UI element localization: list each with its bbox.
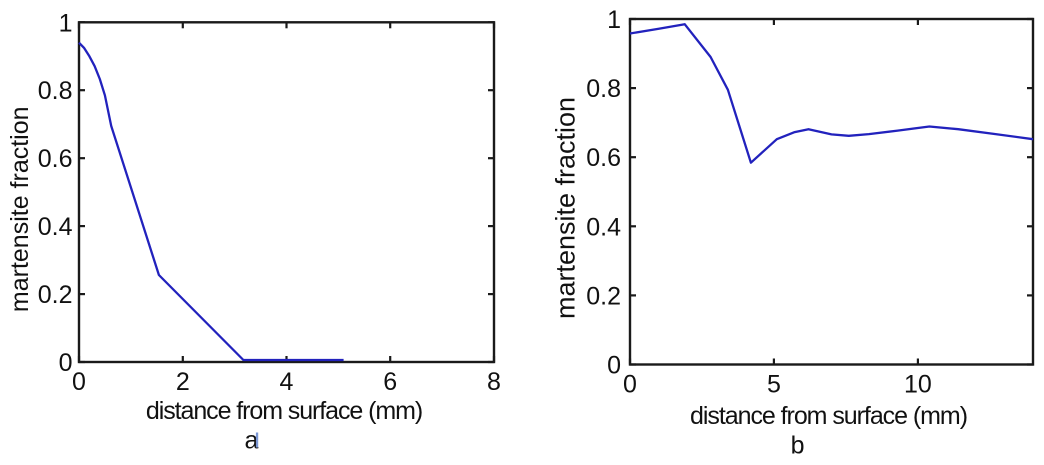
svg-text:b: b [791, 432, 805, 460]
svg-text:0: 0 [72, 368, 86, 396]
svg-text:0: 0 [607, 352, 621, 380]
svg-text:0.8: 0.8 [586, 75, 621, 103]
svg-text:0: 0 [623, 370, 637, 398]
svg-text:a: a [244, 427, 258, 455]
svg-text:8: 8 [487, 368, 501, 396]
svg-text:0.4: 0.4 [38, 213, 73, 241]
svg-text:0: 0 [59, 349, 73, 377]
svg-text:0.6: 0.6 [38, 145, 73, 173]
svg-text:0.2: 0.2 [586, 282, 621, 310]
svg-text:1: 1 [59, 9, 73, 37]
svg-text:1: 1 [607, 6, 621, 34]
svg-text:6: 6 [383, 368, 397, 396]
svg-text:martensite fraction: martensite fraction [6, 106, 34, 312]
svg-text:2: 2 [176, 368, 190, 396]
svg-text:distance from surface (mm): distance from surface (mm) [146, 397, 422, 425]
svg-text:0.4: 0.4 [586, 213, 621, 241]
svg-text:10: 10 [904, 370, 932, 398]
svg-text:4: 4 [280, 368, 294, 396]
svg-text:0.8: 0.8 [38, 77, 73, 105]
svg-text:0.2: 0.2 [38, 281, 73, 309]
svg-text:distance from surface (mm): distance from surface (mm) [690, 402, 967, 430]
svg-text:martensite fraction: martensite fraction [551, 97, 581, 319]
svg-text:0.6: 0.6 [586, 144, 621, 172]
svg-text:5: 5 [767, 370, 781, 398]
